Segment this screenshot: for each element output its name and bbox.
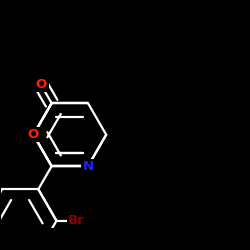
Text: Cl: Cl — [34, 78, 48, 92]
Text: N: N — [82, 160, 94, 173]
Text: Br: Br — [68, 214, 85, 227]
Text: O: O — [28, 128, 39, 141]
Text: O: O — [36, 78, 47, 92]
